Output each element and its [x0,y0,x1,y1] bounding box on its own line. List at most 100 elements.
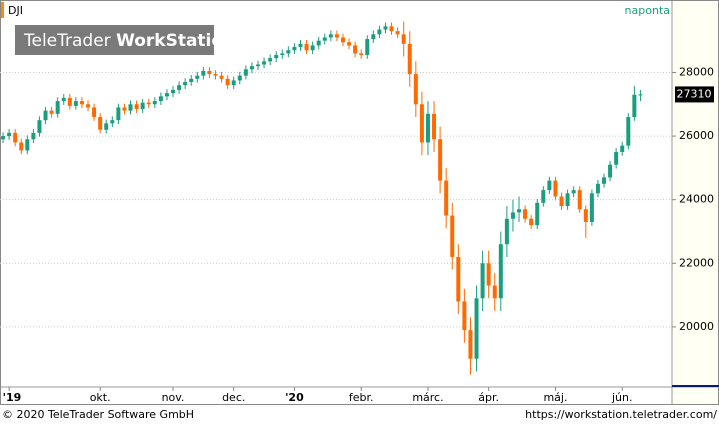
candle-body [49,110,54,114]
candle-body [468,330,473,359]
candle-body [61,97,66,102]
candle-body [1,136,6,140]
candle-body [638,94,643,96]
y-tick-label: 20000 [679,320,714,333]
x-tick-label: nov. [162,391,185,404]
candle-body [432,113,437,140]
x-tick-label: '20 [285,391,304,404]
last-value-label: 27310 [677,87,712,100]
x-tick-label: máj. [543,391,567,404]
candle-body [207,70,212,75]
instrument: DJI [8,4,23,17]
candle-body [456,256,461,302]
candle-body [92,107,97,117]
candle-body [86,104,91,108]
candle-body [31,132,36,140]
footer-right: https://workstation.teletrader.com/ [525,408,717,421]
watermark-text: TeleTrader [23,31,111,51]
candle-body [280,53,285,55]
candle-body [413,74,418,105]
candle-body [419,104,424,143]
grid [0,71,672,328]
candle-body [334,34,339,38]
candle-body [620,145,625,152]
candle-body [201,70,206,76]
candle-body [255,64,260,67]
footer-left: © 2020 TeleTrader Software GmbH [2,408,194,421]
candle-body [7,132,12,137]
candle-body [340,37,345,43]
candle-body [407,43,412,75]
candle-body [353,45,358,54]
candle-body [292,47,297,51]
candle-body [529,218,534,226]
candle-body [183,82,188,86]
candle-body [450,215,455,257]
candle-body [425,113,430,143]
y-tick-label: 26000 [679,129,714,142]
candle-body [462,301,467,331]
x-tick-label: jún. [611,391,633,404]
candle-body [438,139,443,181]
candle-body [122,107,127,111]
candle-body [565,193,570,207]
candle-body [177,85,182,90]
candle-body [632,94,637,117]
candle-body [517,209,522,213]
candle-body [134,104,139,110]
candle-body [237,75,242,81]
period: naponta [625,4,670,17]
candle-body [474,298,479,359]
candle-body [365,39,370,55]
frame [0,0,719,405]
candle-body [535,202,540,226]
candle-body [171,89,176,94]
x-tick-label: febr. [349,391,374,404]
candle-body [152,101,157,105]
candle-body [498,244,503,299]
candle-body [480,263,485,299]
candle-body [158,96,163,102]
candle-body [626,116,631,146]
candle-body [395,31,400,35]
candles [1,21,643,375]
candle-body [13,132,18,143]
candle-body [98,116,103,130]
candle-body [322,37,327,41]
candle-body [383,26,388,30]
candle-body [79,101,84,105]
candle-body [19,142,24,151]
candle-body [262,61,267,65]
candle-body [195,75,200,79]
candle-body [371,34,376,40]
x-tick-label: okt. [90,391,111,404]
candle-body [444,180,449,216]
candle-body [547,180,552,191]
candle-body [116,107,121,121]
last-value-box [675,86,714,103]
candle-body [298,43,303,48]
candle-body [541,190,546,203]
candle-body [73,101,78,106]
y-tick-label: 28000 [679,65,714,78]
candle-body [492,285,497,299]
candle-body [164,93,169,97]
candle-body [359,53,364,55]
y-tick-label: 24000 [679,193,714,206]
x-tick-label: '19 [3,391,22,404]
candle-body [347,42,352,46]
candle-body [37,120,42,133]
candle-body [146,102,151,105]
x-tick-label: márc. [412,391,443,404]
candle-body [608,164,613,178]
candle-body [316,40,321,46]
x-tick-label: ápr. [478,391,499,404]
candle-body [486,263,491,286]
candle-body [589,193,594,222]
candle-body [243,69,248,76]
candle-body [268,58,273,62]
candle-body [225,78,230,86]
candle-body [328,34,333,38]
watermark-text: WorkStation [116,31,235,51]
